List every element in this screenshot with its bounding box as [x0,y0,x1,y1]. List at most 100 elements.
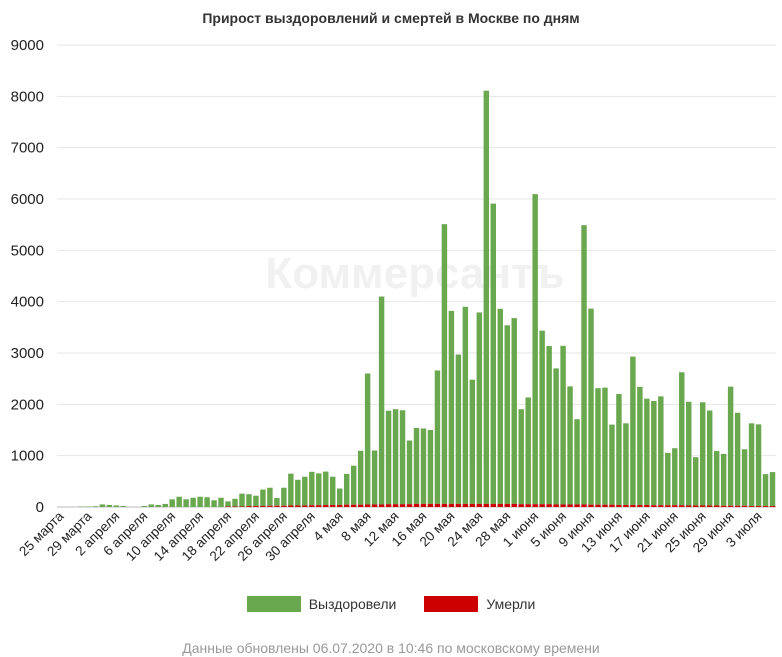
bar-deaths[interactable] [441,503,448,507]
bar-recovered[interactable] [113,505,120,507]
bar-deaths[interactable] [630,504,636,507]
bar-deaths[interactable] [504,503,510,507]
bar-deaths[interactable] [602,504,608,507]
bar-deaths[interactable] [539,504,545,507]
bar-recovered[interactable] [99,504,106,507]
bar-deaths[interactable] [637,504,643,507]
bar-deaths[interactable] [546,504,552,507]
bar-recovered[interactable] [239,493,245,507]
bar-recovered[interactable] [630,356,636,505]
bar-deaths[interactable] [448,503,455,507]
bar-recovered[interactable] [155,504,161,507]
bar-recovered[interactable] [427,430,434,504]
bar-recovered[interactable] [672,448,678,506]
bar-recovered[interactable] [727,386,734,506]
bar-deaths[interactable] [511,503,517,507]
bar-recovered[interactable] [560,345,566,505]
bar-recovered[interactable] [169,499,175,507]
bar-deaths[interactable] [225,506,231,507]
bar-recovered[interactable] [693,457,699,506]
bar-recovered[interactable] [162,503,168,507]
bar-deaths[interactable] [239,506,245,507]
bar-recovered[interactable] [602,387,608,505]
bar-deaths[interactable] [476,503,483,507]
bar-recovered[interactable] [336,488,343,505]
bar-deaths[interactable] [588,504,594,507]
bar-deaths[interactable] [665,505,671,507]
bar-recovered[interactable] [323,471,329,505]
bar-recovered[interactable] [385,410,392,505]
bar-deaths[interactable] [672,505,678,507]
bar-recovered[interactable] [637,386,643,505]
bar-deaths[interactable] [420,503,427,507]
bar-recovered[interactable] [274,498,280,506]
bar-recovered[interactable] [343,473,350,505]
bar-recovered[interactable] [699,402,706,506]
bar-recovered[interactable] [748,423,755,506]
bar-recovered[interactable] [679,372,685,506]
bar-recovered[interactable] [413,427,420,504]
bar-recovered[interactable] [644,398,650,505]
bar-recovered[interactable] [734,412,741,506]
bar-recovered[interactable] [532,194,538,505]
bar-deaths[interactable] [399,504,406,507]
bar-deaths[interactable] [385,504,392,507]
bar-recovered[interactable] [462,306,469,504]
bar-recovered[interactable] [420,428,427,504]
bar-recovered[interactable] [609,424,615,505]
bar-recovered[interactable] [490,203,496,504]
bar-recovered[interactable] [546,346,552,505]
bar-deaths[interactable] [497,503,503,507]
bar-recovered[interactable] [260,489,266,506]
bar-deaths[interactable] [609,504,615,507]
bar-deaths[interactable] [693,505,699,507]
bar-deaths[interactable] [706,505,713,507]
bar-deaths[interactable] [364,504,371,507]
bar-recovered[interactable] [686,401,692,506]
bar-recovered[interactable] [713,451,720,506]
bar-deaths[interactable] [253,505,259,507]
bar-deaths[interactable] [378,504,385,507]
bar-recovered[interactable] [441,224,448,504]
bar-recovered[interactable] [316,473,322,506]
bar-recovered[interactable] [658,396,664,506]
bar-deaths[interactable] [553,504,559,507]
bar-recovered[interactable] [706,410,713,506]
bar-recovered[interactable] [504,325,510,504]
bar-deaths[interactable] [720,505,727,507]
bar-deaths[interactable] [483,503,490,507]
bar-deaths[interactable] [330,504,336,507]
bar-deaths[interactable] [406,504,413,507]
bar-deaths[interactable] [699,505,706,507]
bar-recovered[interactable] [364,373,371,505]
bar-recovered[interactable] [769,472,776,506]
bar-recovered[interactable] [623,423,629,505]
bar-deaths[interactable] [455,503,462,507]
bar-deaths[interactable] [616,504,622,507]
bar-recovered[interactable] [483,90,490,504]
bar-recovered[interactable] [78,506,85,507]
bar-recovered[interactable] [92,506,99,507]
bar-recovered[interactable] [651,401,657,506]
bar-deaths[interactable] [651,505,657,507]
bar-deaths[interactable] [490,503,496,507]
bar-deaths[interactable] [302,505,308,507]
bar-deaths[interactable] [755,505,762,507]
bar-recovered[interactable] [204,497,210,507]
bar-recovered[interactable] [253,495,259,506]
bar-deaths[interactable] [734,505,741,507]
bar-deaths[interactable] [288,505,294,507]
bar-recovered[interactable] [120,505,127,507]
bar-recovered[interactable] [525,397,531,505]
bar-deaths[interactable] [518,504,524,507]
bar-deaths[interactable] [336,504,343,507]
bar-recovered[interactable] [330,476,336,505]
bar-deaths[interactable] [343,504,350,507]
bar-deaths[interactable] [679,505,685,507]
bar-recovered[interactable] [574,419,580,505]
bar-recovered[interactable] [581,225,587,505]
bar-deaths[interactable] [357,504,364,507]
bar-recovered[interactable] [246,494,252,506]
bar-recovered[interactable] [720,453,727,506]
bar-deaths[interactable] [232,506,238,507]
